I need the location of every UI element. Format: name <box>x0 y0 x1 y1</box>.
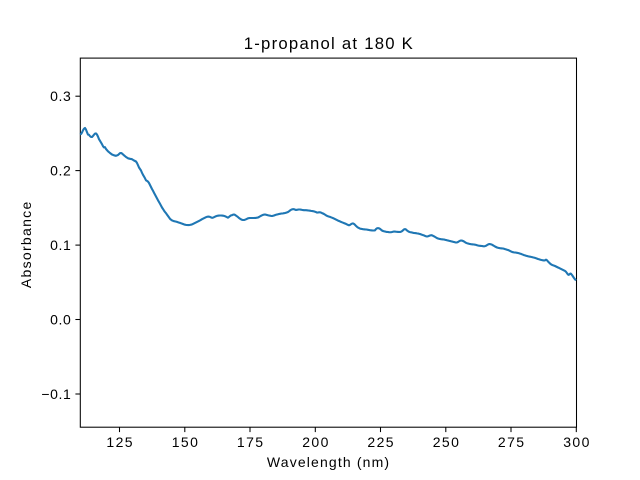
svg-text:0.1: 0.1 <box>50 237 71 253</box>
svg-text:Wavelength (nm): Wavelength (nm) <box>267 454 390 470</box>
svg-text:0.2: 0.2 <box>50 163 71 179</box>
svg-text:1-propanol at 180 K: 1-propanol at 180 K <box>244 34 414 53</box>
svg-text:0.3: 0.3 <box>50 88 71 104</box>
svg-text:125: 125 <box>106 434 134 450</box>
svg-text:175: 175 <box>237 434 265 450</box>
svg-text:200: 200 <box>302 434 330 450</box>
svg-text:150: 150 <box>172 434 200 450</box>
svg-text:250: 250 <box>433 434 461 450</box>
svg-text:225: 225 <box>367 434 395 450</box>
svg-text:300: 300 <box>563 434 591 450</box>
svg-text:Absorbance: Absorbance <box>18 200 34 288</box>
svg-text:0.0: 0.0 <box>50 312 71 328</box>
svg-text:−0.1: −0.1 <box>41 386 71 402</box>
svg-text:275: 275 <box>498 434 526 450</box>
